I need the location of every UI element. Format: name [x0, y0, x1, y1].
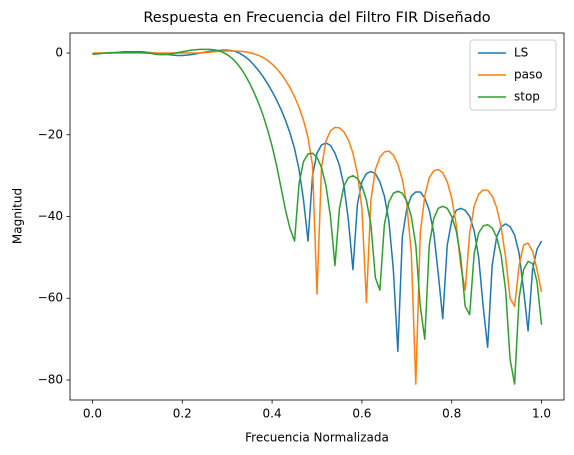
x-tick-label: 0.8: [442, 407, 461, 421]
series-line: [92, 50, 543, 385]
x-tick-label: 1.0: [532, 407, 551, 421]
y-tick-label: −20: [38, 127, 63, 141]
y-tick-label: −60: [38, 291, 63, 305]
y-tick-label: −80: [38, 372, 63, 386]
axes-frame: [69, 32, 565, 401]
y-axis-label: Magnitud: [11, 188, 25, 244]
x-tick-label: 0.0: [83, 407, 102, 421]
legend-label: stop: [514, 90, 540, 104]
y-tick-label: 0: [55, 46, 63, 60]
series-line: [92, 48, 543, 385]
x-tick-label: 0.4: [263, 407, 282, 421]
legend-box: [469, 39, 557, 111]
legend-label: LS: [514, 46, 528, 60]
legend-label: paso: [514, 68, 543, 82]
x-tick-label: 0.2: [173, 407, 192, 421]
x-tick-label: 0.6: [352, 407, 371, 421]
y-tick-label: −40: [38, 209, 63, 223]
x-axis-label: Frecuencia Normalizada: [245, 431, 389, 445]
chart-title: Respuesta en Frecuencia del Filtro FIR D…: [143, 10, 490, 26]
